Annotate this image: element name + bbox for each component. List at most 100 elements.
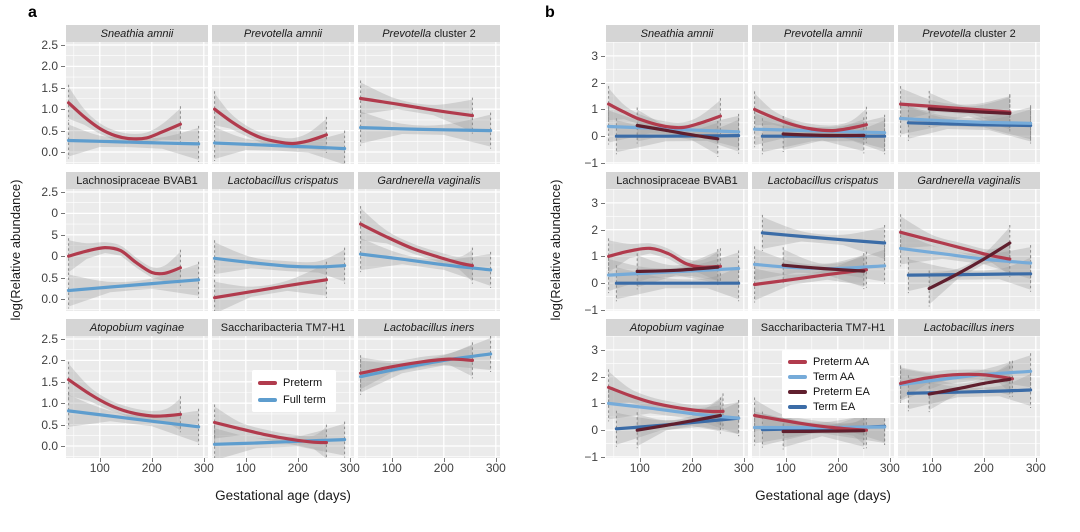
x-tick-label: 200 <box>827 461 848 475</box>
x-tick-mark <box>785 458 787 462</box>
series-line-preterm-ea <box>635 265 720 273</box>
subplot-chart <box>606 336 748 458</box>
y-tick-label: 0.5 <box>41 123 58 138</box>
x-tick-mark <box>297 458 299 462</box>
series-line-term-ea <box>760 231 887 245</box>
legend-entry: Term EA <box>788 399 884 414</box>
y-tick-mark <box>61 360 65 362</box>
y-tick-mark <box>61 66 65 68</box>
series-line-full-term <box>67 278 201 293</box>
series-line-full-term <box>213 438 347 446</box>
subplot-chart <box>898 42 1040 164</box>
confidence-band <box>214 242 345 282</box>
plot-background <box>898 42 1040 164</box>
series-line-preterm-aa <box>607 102 722 130</box>
legend-label: Term AA <box>813 370 855 383</box>
legend-entry: Term AA <box>788 369 884 384</box>
series-line-full-term <box>67 138 201 146</box>
strip-title: Prevotella cluster 2 <box>358 25 500 42</box>
y-tick-label: 0 <box>51 249 58 264</box>
y-tick-label: 2 <box>591 369 598 384</box>
legend-entry: Full term <box>258 391 330 408</box>
series-line-preterm <box>67 378 182 418</box>
series-line-preterm <box>359 96 474 118</box>
subplot-chart <box>358 336 500 458</box>
y-tick-mark <box>61 130 65 132</box>
strip-title: Prevotella amnii <box>212 25 354 42</box>
plot-background <box>66 336 208 458</box>
strip-title-text: Lactobacillus crispatus <box>227 174 339 187</box>
x-tick-label: 200 <box>287 461 308 475</box>
legend-label: Preterm AA <box>813 355 870 368</box>
series-line-preterm-ea <box>927 241 1012 291</box>
series-line-preterm <box>67 101 182 141</box>
subplot-chart <box>752 336 894 458</box>
legend-swatch <box>258 380 277 385</box>
x-tick-mark <box>495 458 497 462</box>
x-tick-label: 200 <box>973 461 994 475</box>
x-tick-label: 300 <box>1025 461 1046 475</box>
legend-box: Preterm Full term <box>252 370 336 412</box>
x-tick-mark <box>391 458 393 462</box>
subplot-chart <box>898 189 1040 311</box>
strip-title-text: Gardnerella vaginalis <box>917 174 1021 187</box>
strip-title-text: Lactobacillus iners <box>383 321 475 334</box>
y-tick-label: 1.0 <box>41 396 58 411</box>
y-tick-mark <box>61 213 65 215</box>
y-tick-label: −1 <box>584 155 598 170</box>
strip-title-text: Prevotella <box>922 27 972 40</box>
y-tick-mark <box>61 277 65 279</box>
y-tick-mark <box>61 152 65 153</box>
strip-title-text: Lactobacillus iners <box>923 321 1015 334</box>
series-line-preterm-aa <box>899 102 1012 114</box>
strip-title-text: Saccharibacteria TM7-H1 <box>760 321 886 334</box>
strip-title-text: Gardnerella vaginalis <box>377 174 481 187</box>
subplot-chart <box>212 42 354 164</box>
y-tick-mark <box>61 87 65 89</box>
plot-background <box>606 42 748 164</box>
y-tick-mark <box>601 229 605 231</box>
y-tick-mark <box>61 234 65 236</box>
y-tick-mark <box>601 283 605 285</box>
series-line-preterm-aa <box>899 230 1012 261</box>
y-tick-mark <box>601 136 605 138</box>
y-tick-mark <box>601 430 605 432</box>
legend-entry: Preterm <box>258 374 330 391</box>
x-tick-label: 200 <box>433 461 454 475</box>
y-tick-mark <box>61 44 65 46</box>
series-line-term-aa <box>753 425 887 430</box>
x-tick-mark <box>889 458 891 462</box>
y-tick-mark <box>601 349 605 351</box>
strip-title: Lactobacillus crispatus <box>752 172 894 189</box>
strip-title-text: Prevotella amnii <box>243 27 323 40</box>
x-tick-label: 200 <box>141 461 162 475</box>
y-tick-label: 2.0 <box>41 59 58 74</box>
y-tick-label: 0 <box>591 276 598 291</box>
series-line-preterm-aa <box>607 385 725 414</box>
y-axis-title-a: log(Relative abundance) <box>8 179 23 321</box>
x-tick-label: 300 <box>733 461 754 475</box>
y-tick-mark <box>61 338 65 340</box>
series-line-preterm <box>359 357 474 375</box>
confidence-band <box>754 248 885 282</box>
strip-title: Prevotella cluster 2 <box>898 25 1040 42</box>
x-tick-mark <box>743 458 745 462</box>
x-tick-label: 100 <box>235 461 256 475</box>
strip-title-text: Lachnosipraceae BVAB1 <box>76 174 198 187</box>
series-line-term-aa <box>607 124 741 134</box>
x-axis-title-b: Gestational age (days) <box>755 488 891 503</box>
strip-title-text: Prevotella <box>382 27 432 40</box>
strip-title: Gardnerella vaginalis <box>898 172 1040 189</box>
strip-title: Saccharibacteria TM7-H1 <box>212 319 354 336</box>
y-tick-mark <box>61 299 65 300</box>
y-tick-mark <box>601 109 605 111</box>
y-tick-label: 2.5 <box>41 331 58 346</box>
confidence-band <box>900 362 1013 400</box>
y-tick-label: 2.0 <box>41 353 58 368</box>
confidence-band <box>68 363 181 431</box>
x-tick-mark <box>983 458 985 462</box>
legend-entry: Preterm EA <box>788 384 884 399</box>
y-tick-label: 1.0 <box>41 102 58 117</box>
series-line-preterm <box>213 420 328 445</box>
x-tick-label: 200 <box>681 461 702 475</box>
